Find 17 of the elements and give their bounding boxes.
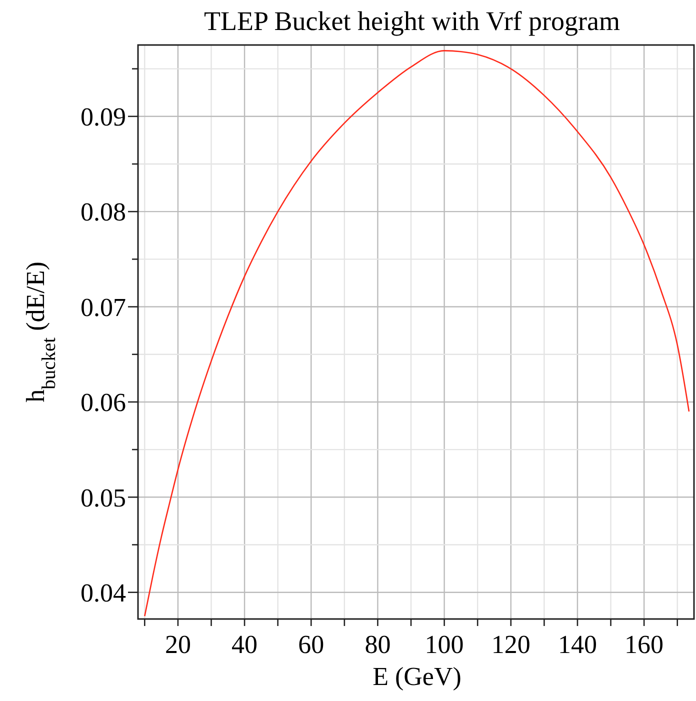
x-tick-label: 160 [624, 630, 664, 659]
chart-title: TLEP Bucket height with Vrf program [204, 6, 620, 36]
x-tick-label: 60 [298, 630, 324, 659]
y-tick-label: 0.07 [80, 292, 126, 322]
y-tick-label: 0.04 [80, 578, 126, 608]
y-tick-label: 0.09 [80, 102, 126, 132]
x-tick-label: 120 [491, 630, 530, 659]
x-tick-label: 80 [364, 630, 391, 659]
y-tick-label: 0.05 [80, 483, 126, 512]
y-tick-label: 0.08 [80, 198, 126, 227]
line-series [144, 50, 690, 617]
x-tick-label: 20 [164, 630, 191, 659]
x-tick-label: 40 [232, 630, 258, 659]
y-tick-label: 0.06 [80, 388, 126, 418]
x-tick-label: 100 [424, 630, 464, 659]
x-axis-title: E (GeV) [372, 662, 462, 691]
x-tick-label: 140 [558, 630, 597, 659]
